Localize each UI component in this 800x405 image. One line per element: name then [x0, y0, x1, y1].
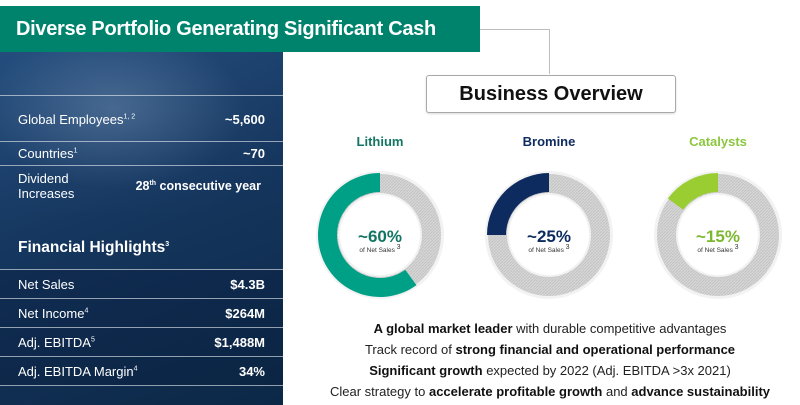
donut-share-arc: [487, 173, 549, 235]
financial-highlights-title: Financial Highlights3: [18, 239, 170, 256]
donut-hole: [509, 195, 589, 275]
segment-name-catalysts: Catalysts: [689, 134, 747, 149]
page-title: Diverse Portfolio Generating Significant…: [0, 6, 480, 52]
segment-sub: of Net Sales 3: [359, 243, 401, 254]
stat-row-dividend: Dividend Increases 28th consecutive year: [0, 169, 283, 203]
donut-lithium: [316, 171, 444, 299]
segment-name-bromine: Bromine: [522, 134, 576, 149]
divider: [0, 95, 283, 96]
stat-value: ~70: [242, 145, 265, 161]
fin-value: $4.3B: [230, 276, 265, 292]
donut-hole: [340, 195, 420, 275]
fin-row-adj-ebitda-margin: Adj. EBITDA Margin4 34%: [0, 357, 283, 385]
donut-share-arc: [667, 173, 718, 210]
stat-value: 28th consecutive year: [135, 179, 261, 193]
donut-center-bromine: ~25% of Net Sales 3: [479, 227, 619, 255]
divider: [0, 327, 283, 328]
donut-catalysts: [654, 171, 782, 299]
bullet-line: Significant growth expected by 2022 (Adj…: [369, 363, 731, 378]
stat-label: Countries: [18, 145, 74, 161]
divider: [0, 385, 283, 386]
segment-pct: ~60%: [358, 227, 402, 246]
divider: [0, 356, 283, 357]
fin-value: $264M: [225, 305, 265, 321]
divider: [0, 165, 283, 166]
left-panel: Global Employees1, 2 ~5,600 Countries1 ~…: [0, 52, 283, 405]
segment-pct: ~25%: [527, 227, 571, 246]
fin-value: 34%: [238, 363, 265, 379]
stat-row-countries: Countries1 ~70: [18, 145, 265, 161]
donut-share-arc: [317, 173, 417, 297]
segment-sub: of Net Sales 3: [697, 243, 739, 254]
segment-pct: ~15%: [696, 227, 740, 246]
divider: [0, 269, 283, 270]
bullet-line: A global market leader with durable comp…: [373, 321, 727, 336]
stat-label: Dividend Increases: [18, 171, 75, 201]
background-photo: [0, 52, 283, 212]
fin-label: Adj. EBITDA: [18, 334, 91, 350]
fin-label: Adj. EBITDA Margin: [18, 363, 134, 379]
segment-sub: of Net Sales 3: [528, 243, 570, 254]
fin-value: $1,488M: [214, 334, 265, 350]
bullet-line: Clear strategy to accelerate profitable …: [329, 384, 771, 399]
donut-center-catalysts: ~15% of Net Sales 3: [648, 227, 788, 255]
summary-bullets: A global market leader with durable comp…: [300, 318, 800, 402]
business-overview-box: Business Overview: [426, 75, 676, 113]
fin-label: Net Sales: [18, 276, 75, 292]
fin-row-adj-ebitda: Adj. EBITDA5 $1,488M: [0, 328, 283, 356]
donut-bromine: [485, 171, 613, 299]
stat-value: ~5,600: [224, 111, 265, 127]
connector-line: [480, 29, 550, 74]
stat-label: Global Employees: [18, 111, 124, 127]
divider: [0, 298, 283, 299]
divider: [0, 141, 283, 142]
stat-row-employees: Global Employees1, 2 ~5,600: [18, 111, 265, 127]
donut-hole: [678, 195, 758, 275]
bullet-line: Track record of strong financial and ope…: [364, 342, 736, 357]
fin-label: Net Income: [18, 305, 85, 321]
fin-row-net-sales: Net Sales $4.3B: [0, 270, 283, 298]
segment-name-lithium: Lithium: [356, 134, 404, 149]
donut-center-lithium: ~60% of Net Sales 3: [310, 227, 450, 255]
fin-row-net-income: Net Income4 $264M: [0, 299, 283, 327]
